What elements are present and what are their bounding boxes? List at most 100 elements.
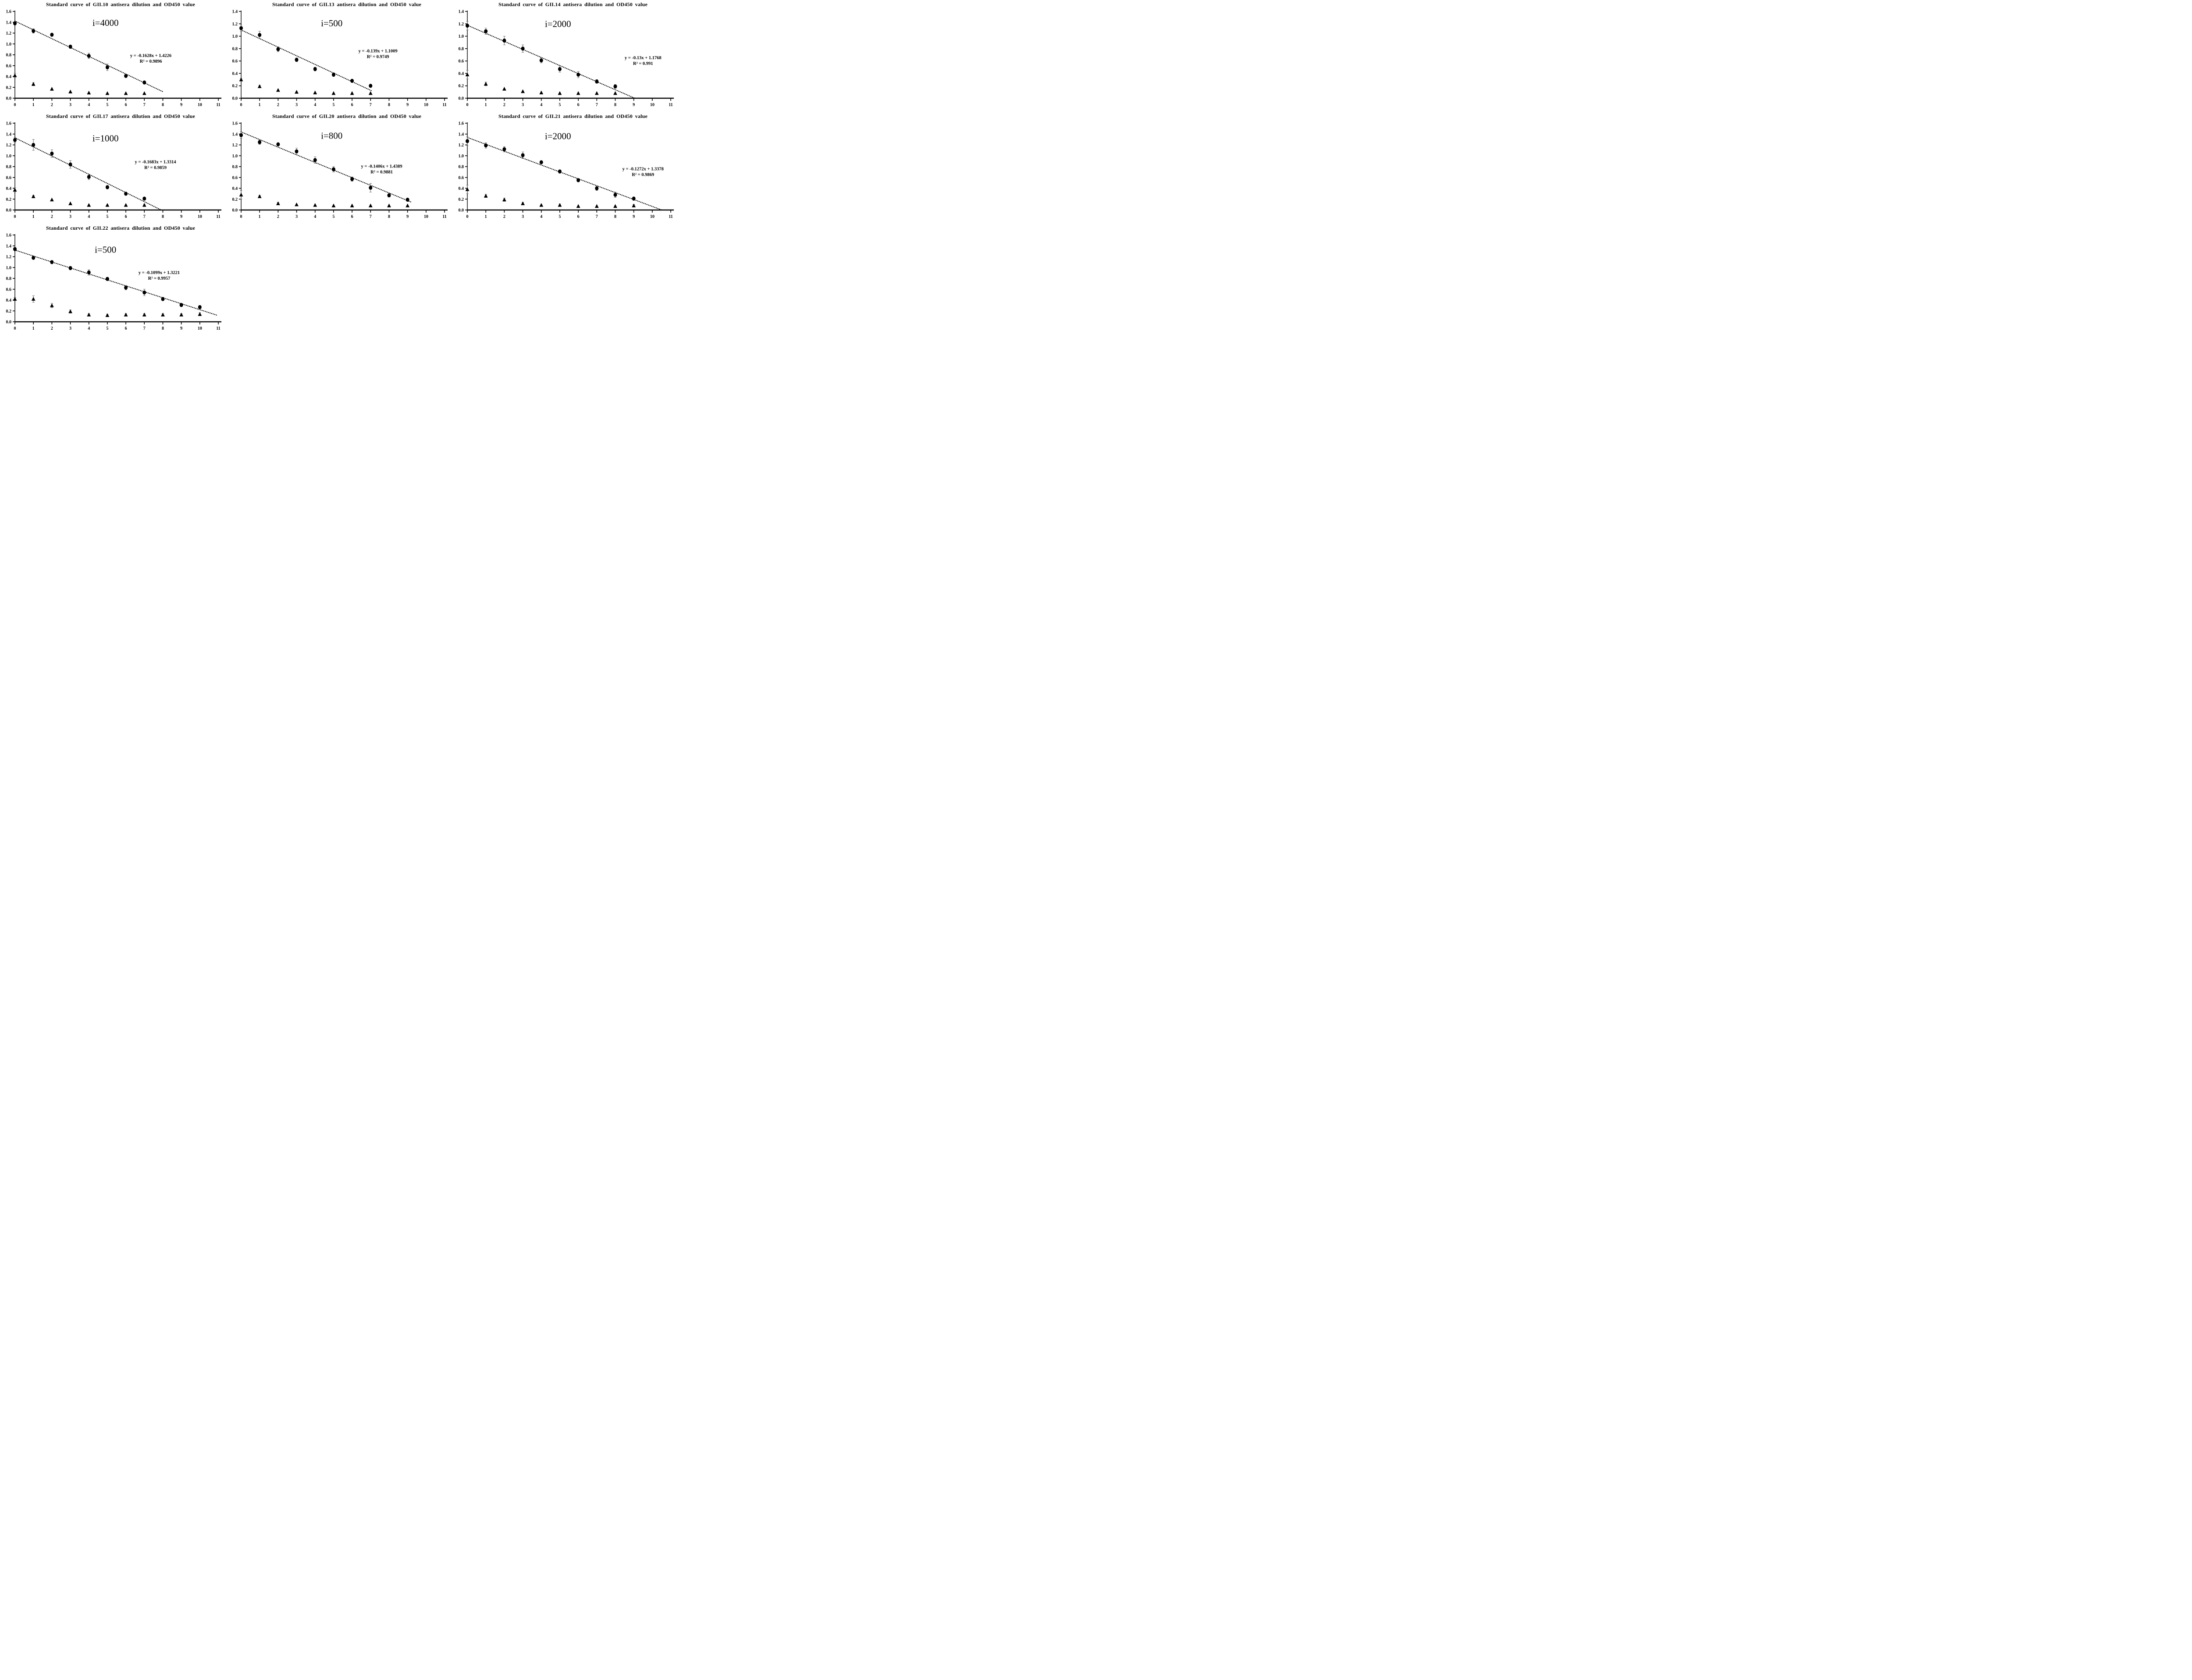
data-point-triangle <box>295 90 299 94</box>
y-tick-label: 0.2 <box>6 197 12 202</box>
chart-title: Standard curve of GII.20 antisera diluti… <box>272 113 421 119</box>
data-point-triangle <box>124 203 128 207</box>
data-point-triangle <box>13 188 17 192</box>
data-point-circle <box>124 74 128 78</box>
data-point-circle <box>179 303 183 307</box>
data-point-triangle <box>368 203 373 207</box>
data-point-triangle <box>539 90 544 95</box>
data-point-circle <box>313 67 317 71</box>
data-point-circle <box>539 58 543 63</box>
x-tick-label: 5 <box>106 326 108 331</box>
x-tick-label: 10 <box>424 214 428 219</box>
data-point-circle <box>13 21 17 25</box>
equation-line2: R² = 0.9869 <box>632 173 654 178</box>
data-point-circle <box>87 53 91 58</box>
dilution-label: i=1000 <box>93 133 119 144</box>
equation-line1: y = -0.1099x + 1.3221 <box>139 271 180 275</box>
trendline <box>241 131 412 203</box>
x-tick-label: 8 <box>162 214 164 219</box>
data-point-circle <box>331 167 335 171</box>
y-tick-label: 1.4 <box>6 244 12 249</box>
data-point-triangle <box>539 203 544 207</box>
x-tick-label: 8 <box>614 103 616 107</box>
data-point-circle <box>595 79 599 84</box>
dilution-label: i=800 <box>321 130 342 141</box>
data-point-circle <box>50 151 54 156</box>
x-tick-label: 9 <box>180 326 182 331</box>
data-point-circle <box>350 177 354 182</box>
x-tick-label: 2 <box>51 214 53 219</box>
x-tick-label: 1 <box>485 214 487 219</box>
equation-line1: y = -0.13x + 1.1768 <box>625 56 662 61</box>
y-tick-label: 0.2 <box>6 309 12 314</box>
data-point-circle <box>142 290 146 295</box>
x-tick-label: 3 <box>295 103 298 107</box>
data-point-triangle <box>50 87 54 91</box>
data-point-circle <box>87 174 91 179</box>
data-point-triangle <box>465 187 470 191</box>
dilution-label: i=2000 <box>545 131 571 142</box>
x-tick-label: 5 <box>332 214 334 219</box>
y-tick-label: 1.4 <box>459 132 464 137</box>
data-point-triangle <box>484 194 488 198</box>
data-point-circle <box>258 33 262 37</box>
data-point-circle <box>142 80 146 85</box>
x-tick-label: 6 <box>577 214 580 219</box>
x-tick-label: 8 <box>388 103 390 107</box>
y-tick-label: 1.0 <box>232 154 238 159</box>
y-tick-label: 1.0 <box>459 154 464 159</box>
data-point-triangle <box>465 72 470 77</box>
data-point-triangle <box>387 203 391 207</box>
y-tick-label: 1.6 <box>6 10 12 14</box>
x-tick-label: 8 <box>162 326 164 331</box>
x-tick-label: 4 <box>540 214 542 219</box>
y-tick-label: 0.2 <box>459 84 464 89</box>
x-tick-label: 10 <box>650 103 655 107</box>
y-tick-label: 0.0 <box>459 96 464 101</box>
data-point-circle <box>124 192 128 196</box>
data-point-circle <box>13 247 17 251</box>
chart-plot: 0.0 0.2 0.4 0.6 0.8 1.0 1.2 1.4 1.6 0 1 2 3 4 5 6 7 8 9 10 1… <box>6 233 221 331</box>
data-point-triangle <box>124 91 128 95</box>
x-tick-label: 10 <box>198 103 202 107</box>
y-tick-label: 0.6 <box>6 175 12 180</box>
data-point-circle <box>369 185 373 190</box>
data-point-triangle <box>350 91 354 95</box>
data-point-circle <box>502 38 506 43</box>
chart-title: Standard curve of GII.14 antisera diluti… <box>498 1 648 7</box>
data-point-triangle <box>31 297 36 301</box>
chart-plot: 0.0 0.2 0.4 0.6 0.8 1.0 1.2 1.4 1.6 0 1 2 3 4 5 6 7 8 9 10 1… <box>6 10 221 107</box>
y-tick-label: 1.6 <box>6 233 12 238</box>
data-point-triangle <box>257 84 262 88</box>
figure-page: Standard curve of GII.10 antisera diluti… <box>0 0 679 336</box>
x-tick-label: 9 <box>633 214 635 219</box>
y-tick-label: 0.2 <box>6 85 12 90</box>
x-tick-label: 3 <box>522 103 524 107</box>
x-tick-label: 10 <box>424 103 428 107</box>
charts-grid: Standard curve of GII.10 antisera diluti… <box>0 0 679 335</box>
x-tick-label: 1 <box>259 214 261 219</box>
data-point-triangle <box>406 203 410 207</box>
data-point-circle <box>276 47 280 51</box>
y-tick-label: 1.0 <box>232 34 238 39</box>
data-point-triangle <box>502 197 506 202</box>
x-tick-label: 11 <box>216 214 220 219</box>
data-point-triangle <box>331 203 336 207</box>
data-point-circle <box>105 277 109 281</box>
equation-line1: y = -0.1683x + 1.3314 <box>135 160 176 165</box>
data-point-triangle <box>613 204 617 208</box>
y-tick-label: 0.8 <box>232 46 238 51</box>
y-tick-label: 0.2 <box>459 197 464 202</box>
equation-line2: R² = 0.9957 <box>148 276 171 281</box>
y-tick-label: 1.6 <box>6 121 12 126</box>
x-tick-label: 4 <box>540 103 542 107</box>
data-point-triangle <box>142 313 146 317</box>
y-tick-label: 0.4 <box>6 75 12 79</box>
x-tick-label: 2 <box>503 214 505 219</box>
x-tick-label: 3 <box>69 214 71 219</box>
x-tick-label: 2 <box>503 103 505 107</box>
x-tick-label: 9 <box>180 103 182 107</box>
x-tick-label: 2 <box>277 103 279 107</box>
y-tick-label: 0.0 <box>232 96 238 101</box>
x-tick-label: 0 <box>14 326 16 331</box>
